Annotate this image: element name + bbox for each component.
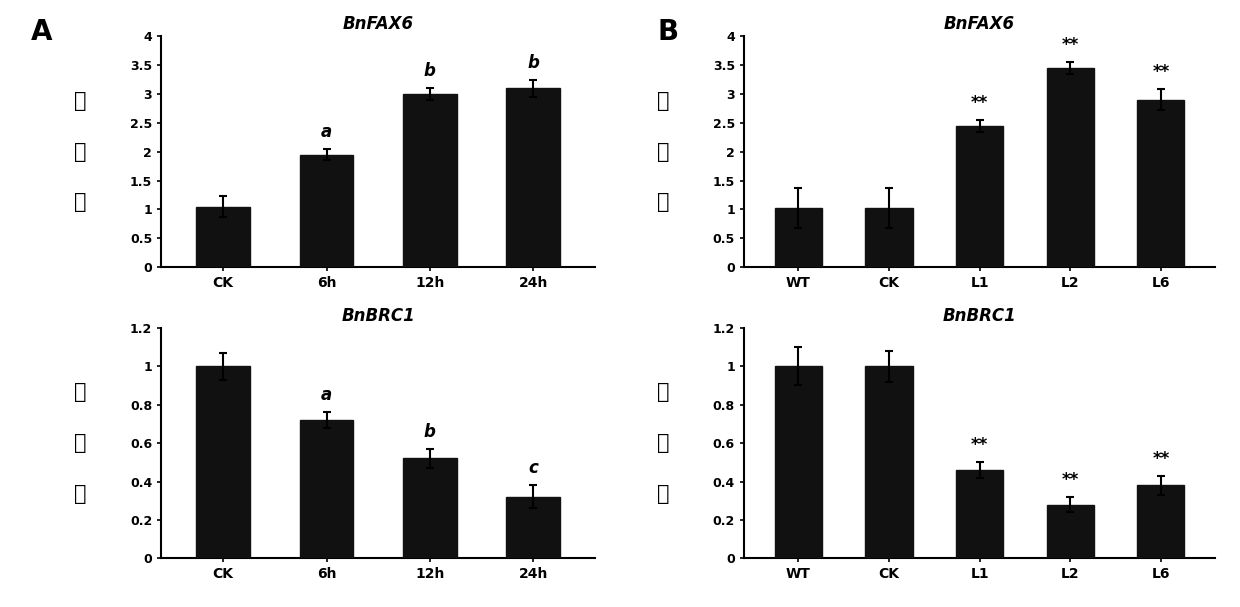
Text: 相: 相 — [74, 91, 87, 111]
Bar — [1047, 68, 1094, 267]
Bar — [196, 206, 250, 267]
Text: 値: 値 — [657, 192, 670, 212]
Text: 对: 对 — [657, 433, 670, 453]
Text: b: b — [424, 63, 435, 80]
Bar — [403, 94, 456, 267]
Bar — [506, 497, 560, 558]
Text: 値: 値 — [74, 192, 87, 212]
Text: 对: 对 — [657, 142, 670, 161]
Bar — [1137, 486, 1184, 558]
Title: BnFAX6: BnFAX6 — [944, 15, 1016, 33]
Bar — [866, 366, 913, 558]
Text: **: ** — [1061, 36, 1079, 54]
Bar — [300, 155, 353, 267]
Bar — [403, 458, 456, 558]
Bar — [1137, 100, 1184, 267]
Bar — [506, 88, 560, 267]
Text: B: B — [657, 18, 678, 46]
Text: b: b — [424, 423, 435, 441]
Title: BnBRC1: BnBRC1 — [341, 307, 415, 325]
Bar — [775, 208, 822, 267]
Bar — [956, 126, 1003, 267]
Text: **: ** — [971, 436, 988, 454]
Text: 对: 对 — [74, 142, 87, 161]
Bar — [1047, 504, 1094, 558]
Text: 値: 値 — [74, 484, 87, 504]
Bar — [866, 208, 913, 267]
Text: 对: 对 — [74, 433, 87, 453]
Text: a: a — [321, 386, 332, 404]
Text: 相: 相 — [74, 382, 87, 402]
Text: A: A — [31, 18, 52, 46]
Bar — [775, 366, 822, 558]
Title: BnFAX6: BnFAX6 — [342, 15, 414, 33]
Text: a: a — [321, 123, 332, 141]
Bar — [196, 366, 250, 558]
Text: **: ** — [1152, 63, 1169, 81]
Bar — [300, 420, 353, 558]
Text: c: c — [528, 459, 538, 477]
Text: **: ** — [1152, 450, 1169, 468]
Title: BnBRC1: BnBRC1 — [942, 307, 1017, 325]
Text: 相: 相 — [657, 382, 670, 402]
Bar — [956, 470, 1003, 558]
Text: 値: 値 — [657, 484, 670, 504]
Text: **: ** — [1061, 471, 1079, 489]
Text: **: ** — [971, 94, 988, 112]
Text: 相: 相 — [657, 91, 670, 111]
Text: b: b — [527, 53, 539, 72]
